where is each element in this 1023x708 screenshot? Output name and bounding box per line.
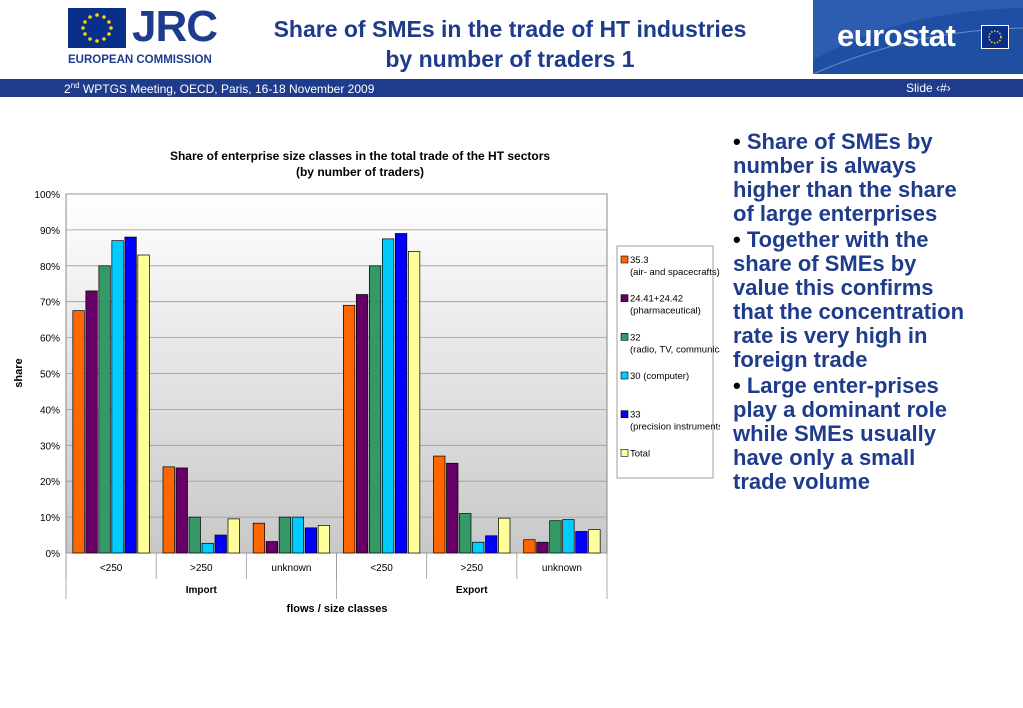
bar: [201, 542, 214, 554]
bar: [446, 462, 459, 554]
bar: [252, 522, 266, 554]
bar: [111, 240, 124, 554]
legend-label: 33 (precision instruments): [630, 410, 720, 433]
legend-label: 30 (computer): [630, 371, 689, 382]
bar: [227, 518, 240, 554]
y-tick-label: 100%: [34, 190, 60, 201]
bar: [433, 455, 446, 554]
page-title: Share of SMEs in the trade of HT industr…: [220, 14, 800, 74]
bar: [498, 517, 511, 554]
chart-title: Share of enterprise size classes in the …: [170, 149, 550, 163]
eu-flag-small-icon: [981, 25, 1009, 49]
european-commission-text: EUROPEAN COMMISSION: [68, 54, 212, 66]
legend-label: 24.41+24.42 (pharmaceutical): [630, 294, 701, 317]
bullet-text: Share of SMEs by number is always higher…: [733, 129, 957, 226]
bar: [575, 531, 588, 554]
x-tick-label: <250: [370, 563, 393, 574]
bar: [459, 513, 472, 554]
bar: [562, 519, 575, 554]
bar-chart: Share of enterprise size classes in the …: [13, 149, 720, 615]
legend-swatch: [620, 294, 629, 302]
x-tick-label: <250: [100, 563, 123, 574]
bar: [265, 541, 279, 554]
bar: [407, 251, 421, 554]
bullet-list: • Share of SMEs by number is always high…: [733, 130, 973, 496]
bar: [355, 294, 369, 554]
bar: [85, 290, 98, 554]
chart-subtitle: (by number of traders): [296, 165, 424, 179]
eurostat-logo: eurostat: [813, 0, 1023, 74]
y-tick-label: 10%: [40, 513, 60, 524]
meeting-info: 2nd WPTGS Meeting, OECD, Paris, 16-18 No…: [64, 81, 374, 96]
bullet-text: Together with the share of SMEs by value…: [733, 227, 965, 372]
y-tick-label: 30%: [40, 441, 60, 452]
bar: [72, 310, 85, 554]
bar: [188, 516, 201, 554]
bullet-text: Large enter-prises play a dominant role …: [733, 373, 947, 494]
eu-flag-icon: [68, 8, 126, 48]
jrc-logo-text: JRC: [132, 2, 218, 51]
bullet-item: • Together with the share of SMEs by val…: [733, 227, 965, 372]
legend-swatch: [620, 333, 629, 341]
bullet-item: • Share of SMEs by number is always high…: [733, 129, 957, 226]
y-tick-label: 40%: [40, 405, 60, 416]
meeting-text: WPTGS Meeting, OECD, Paris, 16-18 Novemb…: [79, 82, 375, 96]
legend-swatch: [620, 255, 629, 264]
x-tick-label: unknown: [542, 563, 582, 574]
header: JRC EUROPEAN COMMISSION Share of SMEs in…: [0, 0, 1023, 80]
legend-label: 35.3 (air- and spacecrafts): [630, 255, 720, 278]
x-tick-label: >250: [190, 563, 213, 574]
legend-box: [616, 245, 714, 479]
bar: [381, 238, 395, 554]
bar: [485, 535, 498, 554]
bar: [175, 467, 188, 554]
bar: [588, 529, 601, 554]
y-tick-label: 70%: [40, 298, 60, 309]
legend-swatch: [620, 371, 629, 380]
bar: [291, 516, 305, 554]
x-group-label: Export: [456, 585, 488, 596]
y-axis-label: share: [13, 358, 25, 387]
bar: [98, 265, 111, 554]
bar: [317, 525, 331, 554]
bar: [394, 233, 408, 554]
meeting-number-suffix: nd: [70, 81, 80, 90]
bar: [523, 539, 536, 554]
jrc-logo: JRC EUROPEAN COMMISSION: [68, 2, 218, 70]
x-tick-label: unknown: [271, 563, 311, 574]
bar: [278, 516, 292, 554]
y-tick-label: 20%: [40, 477, 60, 488]
y-tick-label: 50%: [40, 370, 60, 381]
legend-label: 32(radio, TV, communication): [630, 332, 720, 355]
legend-label: Total: [630, 448, 650, 459]
chart-legend: 35.3 (air- and spacecrafts) 24.41+24.42 (ph…: [616, 245, 720, 479]
bar: [549, 520, 562, 554]
bar: [536, 541, 549, 554]
x-axis-label: flows / size classes: [287, 603, 388, 615]
bullet-item: • Large enter-prises play a dominant rol…: [733, 373, 947, 494]
bar: [368, 265, 382, 554]
bar: [304, 527, 318, 554]
y-tick-label: 0%: [46, 549, 61, 560]
bar: [124, 236, 137, 554]
y-tick-label: 90%: [40, 226, 60, 237]
bar: [137, 254, 150, 554]
title-line-2: by number of traders 1: [385, 46, 635, 72]
y-tick-label: 60%: [40, 334, 60, 345]
y-tick-label: 80%: [40, 262, 60, 273]
slide-number: Slide ‹#›: [906, 81, 951, 95]
bar: [342, 304, 356, 554]
title-line-1: Share of SMEs in the trade of HT industr…: [273, 16, 747, 42]
x-tick-label: >250: [460, 563, 483, 574]
bar: [162, 466, 175, 554]
legend-swatch: [620, 410, 629, 418]
meeting-number: 2: [64, 82, 71, 96]
x-group-label: Import: [186, 585, 218, 596]
meeting-bar: 2nd WPTGS Meeting, OECD, Paris, 16-18 No…: [0, 79, 1023, 97]
bar: [472, 541, 485, 554]
eurostat-logo-text: eurostat: [837, 18, 956, 53]
bar: [214, 534, 227, 554]
legend-swatch: [620, 449, 629, 457]
